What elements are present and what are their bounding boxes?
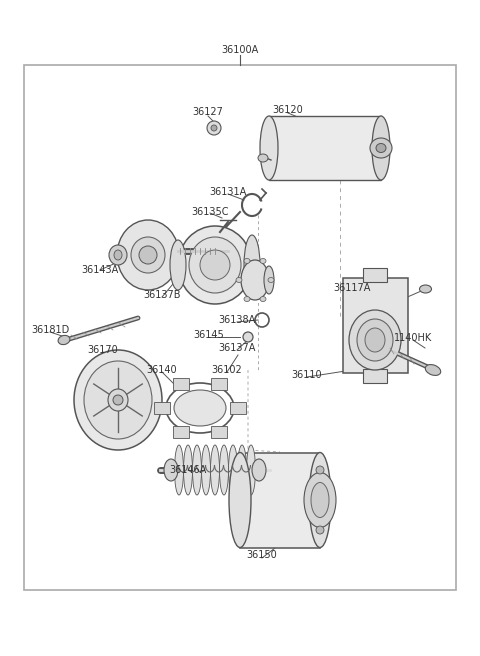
Ellipse shape	[260, 258, 266, 264]
Bar	[269, 116, 381, 180]
Ellipse shape	[316, 466, 324, 474]
Ellipse shape	[236, 277, 242, 283]
Text: 36145: 36145	[193, 330, 224, 340]
Text: 36181D: 36181D	[31, 325, 69, 335]
Ellipse shape	[74, 350, 162, 450]
Text: 1140HK: 1140HK	[394, 333, 432, 343]
Ellipse shape	[113, 395, 123, 405]
Ellipse shape	[211, 125, 217, 131]
Text: 36138A: 36138A	[218, 315, 256, 325]
Bar	[211, 426, 227, 438]
Ellipse shape	[229, 453, 251, 548]
Ellipse shape	[349, 310, 401, 370]
Ellipse shape	[178, 226, 252, 304]
Ellipse shape	[189, 237, 241, 293]
Ellipse shape	[372, 116, 390, 180]
Ellipse shape	[109, 245, 127, 265]
Ellipse shape	[117, 220, 179, 290]
Ellipse shape	[247, 445, 255, 495]
Ellipse shape	[174, 390, 226, 426]
Text: 36135C: 36135C	[191, 207, 229, 217]
Bar	[343, 277, 408, 373]
Ellipse shape	[244, 258, 250, 264]
Ellipse shape	[252, 459, 266, 481]
Ellipse shape	[228, 445, 238, 495]
Text: 36137B: 36137B	[143, 290, 181, 300]
Bar	[173, 378, 189, 390]
Text: 36143A: 36143A	[82, 265, 119, 275]
Ellipse shape	[260, 116, 278, 180]
Ellipse shape	[316, 526, 324, 534]
Text: 36110: 36110	[292, 370, 322, 380]
Ellipse shape	[304, 472, 336, 527]
Ellipse shape	[264, 266, 274, 294]
Ellipse shape	[357, 319, 393, 361]
Bar	[230, 402, 246, 414]
Ellipse shape	[258, 154, 268, 162]
Ellipse shape	[219, 445, 228, 495]
Ellipse shape	[84, 361, 152, 439]
Ellipse shape	[108, 389, 128, 411]
Ellipse shape	[243, 332, 253, 342]
Ellipse shape	[365, 328, 385, 352]
Bar	[240, 453, 320, 548]
Bar	[154, 402, 170, 414]
Text: 36120: 36120	[273, 105, 303, 115]
Ellipse shape	[376, 144, 386, 152]
Bar	[363, 369, 387, 382]
Text: 36150: 36150	[247, 550, 277, 560]
Ellipse shape	[58, 335, 70, 344]
Bar	[24, 65, 456, 590]
Ellipse shape	[202, 445, 211, 495]
Bar	[211, 378, 227, 390]
Ellipse shape	[260, 297, 266, 302]
Bar	[363, 268, 387, 281]
Ellipse shape	[170, 240, 186, 290]
Text: 36102: 36102	[212, 365, 242, 375]
Bar	[173, 426, 189, 438]
Ellipse shape	[268, 277, 274, 283]
Ellipse shape	[183, 445, 192, 495]
Ellipse shape	[207, 121, 221, 135]
Text: 36140: 36140	[147, 365, 177, 375]
Text: 36117A: 36117A	[333, 283, 371, 293]
Text: 36137A: 36137A	[218, 343, 256, 353]
Ellipse shape	[175, 445, 183, 495]
Ellipse shape	[200, 250, 230, 280]
Ellipse shape	[114, 250, 122, 260]
Ellipse shape	[370, 138, 392, 158]
Ellipse shape	[241, 260, 269, 300]
Ellipse shape	[244, 297, 250, 302]
Ellipse shape	[164, 459, 178, 481]
Ellipse shape	[244, 235, 260, 295]
Text: 36100A: 36100A	[221, 45, 259, 55]
Text: 36127: 36127	[192, 107, 223, 117]
Text: 36131A: 36131A	[209, 187, 247, 197]
Ellipse shape	[420, 285, 432, 293]
Ellipse shape	[425, 365, 441, 375]
Ellipse shape	[131, 237, 165, 273]
Ellipse shape	[211, 445, 219, 495]
Ellipse shape	[192, 445, 202, 495]
Text: 36170: 36170	[88, 345, 119, 355]
Ellipse shape	[309, 453, 331, 548]
Ellipse shape	[139, 246, 157, 264]
Text: 36146A: 36146A	[169, 465, 206, 475]
Ellipse shape	[238, 445, 247, 495]
Ellipse shape	[311, 483, 329, 518]
